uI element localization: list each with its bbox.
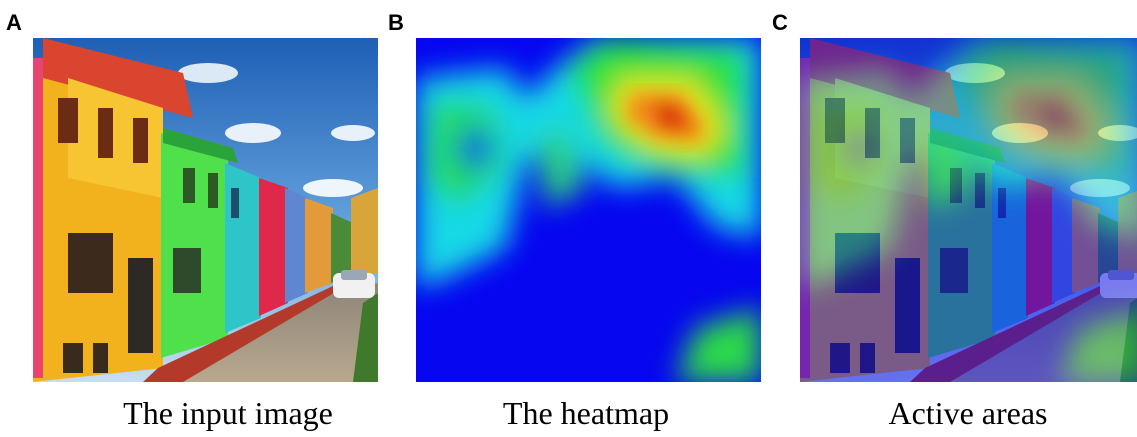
- panel-letter: A: [6, 10, 22, 35]
- input-image: [33, 38, 378, 382]
- panel-caption: The input image: [123, 395, 333, 431]
- panel-caption: Active areas: [888, 395, 1047, 431]
- figure: A B C The input image The heatmap Active…: [0, 0, 1137, 437]
- panel-caption: The heatmap: [503, 395, 669, 431]
- heatmap-image: [416, 38, 761, 382]
- overlay-image: [800, 38, 1137, 382]
- panel-letter: B: [388, 10, 404, 35]
- panel-letter: C: [772, 10, 788, 35]
